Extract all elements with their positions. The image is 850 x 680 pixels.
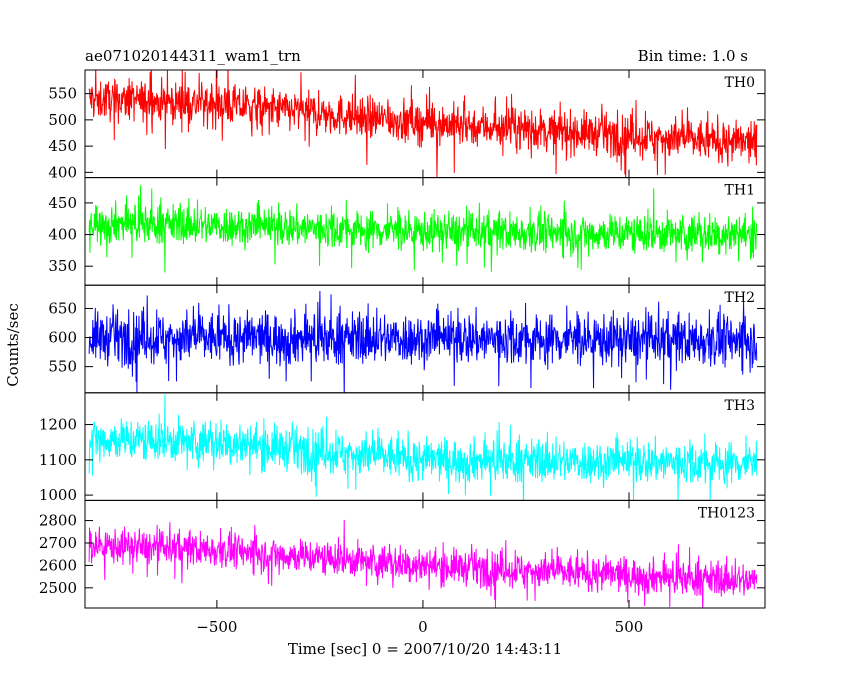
series-line-th3	[88, 394, 758, 501]
x-tick-label: 500	[615, 618, 644, 636]
y-tick-label: 400	[48, 163, 77, 181]
x-axis: −500 0 500	[196, 618, 643, 636]
panel-label-th1: TH1	[725, 183, 755, 199]
series-line-th2	[88, 291, 758, 393]
y-tick-label: 2500	[39, 579, 77, 597]
panel-th2: 550 600 650 TH2	[48, 284, 766, 394]
panel-th0123: 2500 2600 2700 2800 TH0123	[39, 499, 766, 609]
y-axis-title: Counts/sec	[4, 303, 22, 387]
y-tick-label: 600	[48, 329, 77, 347]
y-tick-label: 550	[48, 85, 77, 103]
y-tick-label: 450	[48, 194, 77, 212]
y-tick-label: 2700	[39, 534, 77, 552]
panel-th0: 400 450 500 550 TH0	[48, 69, 766, 181]
series-line-th1	[88, 185, 758, 273]
x-tick-label: −500	[196, 618, 237, 636]
y-tick-label: 2600	[39, 556, 77, 574]
y-tick-label: 1200	[39, 416, 77, 434]
x-tick-label: 0	[418, 618, 428, 636]
x-axis-title: Time [sec] 0 = 2007/10/20 14:43:11	[288, 640, 562, 658]
panels-group: 400 450 500 550 TH0 350 400 450 TH1 550 600 650 TH2 1…	[39, 69, 766, 609]
y-tick-label: 650	[48, 299, 77, 317]
y-tick-label: 500	[48, 111, 77, 129]
chart-title: ae071020144311_wam1_trn	[85, 47, 301, 65]
panel-label-th3: TH3	[725, 398, 755, 414]
y-tick-label: 350	[48, 257, 77, 275]
y-tick-label: 1000	[39, 486, 77, 504]
y-tick-label: 550	[48, 358, 77, 376]
y-tick-label: 400	[48, 226, 77, 244]
panel-th1: 350 400 450 TH1	[48, 177, 766, 286]
panel-label-th2: TH2	[725, 290, 755, 306]
y-tick-label: 1100	[39, 451, 77, 469]
panel-th3: 1000 1100 1200 TH3	[39, 392, 766, 504]
y-tick-label: 450	[48, 137, 77, 155]
panel-label-th0: TH0	[725, 75, 755, 91]
y-tick-label: 2800	[39, 512, 77, 530]
panel-label-th0123: TH0123	[698, 505, 755, 521]
series-line-th0123	[88, 519, 758, 608]
bin-time-label: Bin time: 1.0 s	[638, 47, 748, 65]
panel-frame	[84, 499, 766, 609]
series-line-th0	[88, 70, 758, 178]
